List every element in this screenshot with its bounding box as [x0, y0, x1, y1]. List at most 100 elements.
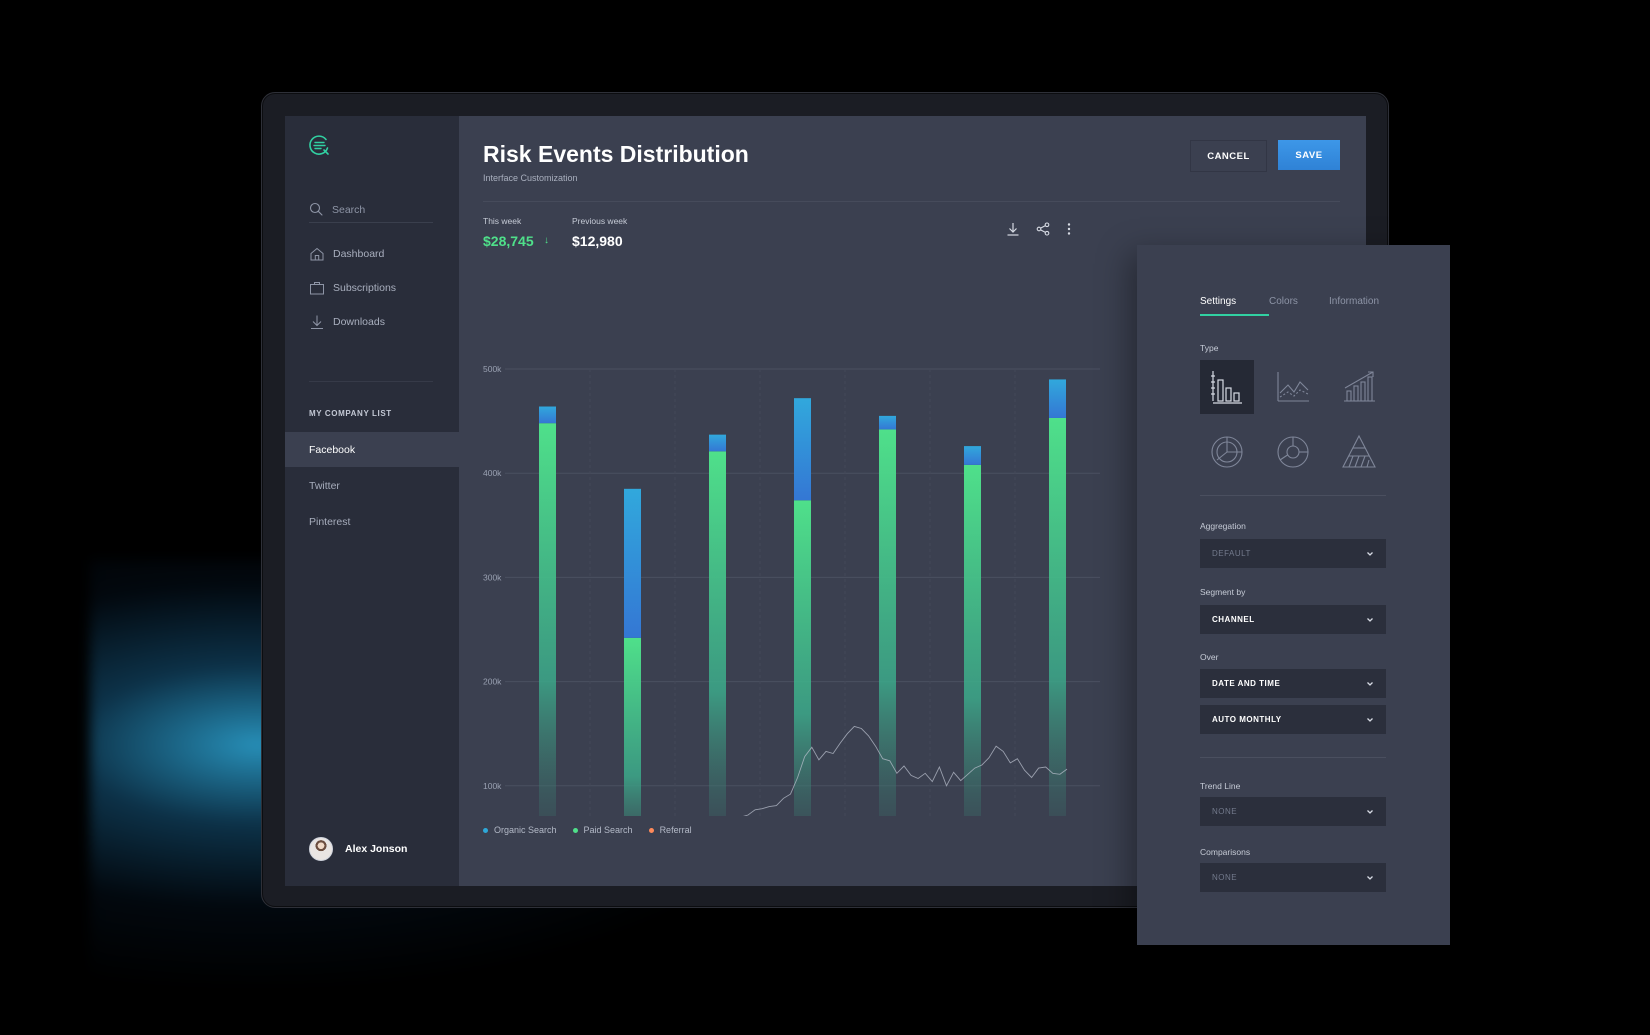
user-profile[interactable]: Alex Jonson	[309, 837, 407, 861]
bar-organic-search	[624, 488, 641, 638]
comparisons-label: Comparisons	[1200, 847, 1251, 857]
pie-chart-icon	[1211, 436, 1243, 468]
sidebar-divider	[309, 381, 433, 382]
y-tick-label: 300k	[483, 572, 502, 582]
nav-item-label: Subscriptions	[333, 282, 397, 294]
company-item-pinterest[interactable]: Pinterest	[309, 515, 351, 528]
over-value-date: DATE AND TIME	[1212, 679, 1281, 688]
panel-divider	[1200, 757, 1386, 758]
bar-organic-search	[1049, 379, 1066, 418]
trend-line	[743, 725, 1068, 816]
pyramid-chart-icon	[1342, 434, 1376, 468]
chevron-down-icon	[1367, 551, 1373, 556]
legend-dot	[572, 827, 578, 833]
bar-organic-search	[539, 406, 556, 424]
comparisons-value: NONE	[1212, 873, 1238, 882]
legend-dot	[648, 827, 654, 833]
bar-paid-search	[964, 464, 981, 816]
bar-organic-search	[879, 415, 896, 430]
legend-item-organic[interactable]: Organic Search	[483, 825, 557, 835]
sidebar: Dashboard Subscriptions Downloads MY COM…	[285, 116, 459, 886]
bar-chart-icon	[1211, 371, 1242, 404]
share-icon[interactable]	[1036, 222, 1050, 241]
bar-paid-search	[794, 500, 811, 816]
app-logo-icon[interactable]	[307, 133, 331, 162]
briefcase-icon	[310, 282, 324, 295]
comparisons-select[interactable]: NONE	[1200, 863, 1386, 892]
donut-chart-icon	[1277, 436, 1309, 468]
sidebar-search	[309, 201, 433, 223]
nav-item-label: Downloads	[333, 316, 385, 328]
chevron-down-icon	[1367, 617, 1373, 622]
bar-paid-search	[539, 423, 556, 816]
trend-chart-icon	[1344, 371, 1375, 402]
chevron-down-icon	[1367, 681, 1373, 686]
aggregation-label: Aggregation	[1200, 521, 1246, 531]
trend-down-icon: ↓	[544, 235, 549, 246]
chevron-down-icon	[1367, 809, 1373, 814]
save-button[interactable]: SAVE	[1278, 140, 1340, 170]
nav-item-subscriptions[interactable]: Subscriptions	[309, 278, 396, 298]
pyramid-chart-type-button[interactable]	[1332, 425, 1386, 479]
legend-item-paid[interactable]: Paid Search	[572, 825, 633, 835]
over-select-interval[interactable]: AUTO MONTHLY	[1200, 705, 1386, 734]
tab-colors[interactable]: Colors	[1269, 296, 1298, 307]
type-label: Type	[1200, 343, 1219, 353]
bar-paid-search	[709, 451, 726, 816]
pie-chart-type-button[interactable]	[1200, 425, 1254, 479]
company-list-heading: MY COMPANY LIST	[309, 409, 392, 418]
segment-value: CHANNEL	[1212, 615, 1255, 624]
bar-paid-search	[879, 429, 896, 816]
tab-settings[interactable]: Settings	[1200, 296, 1269, 316]
over-label: Over	[1200, 652, 1219, 662]
page-subtitle: Interface Customization	[483, 173, 578, 183]
nav-item-downloads[interactable]: Downloads	[309, 312, 385, 332]
this-week-label: This week	[483, 216, 522, 226]
nav-item-dashboard[interactable]: Dashboard	[309, 244, 384, 264]
settings-tabs: Settings Colors Information	[1200, 296, 1379, 316]
tab-information[interactable]: Information	[1329, 296, 1380, 307]
page-title: Risk Events Distribution	[483, 141, 749, 167]
donut-chart-type-button[interactable]	[1266, 425, 1320, 479]
risk-events-chart: 0100k200k300k400k500kSUNMONTUEWEDTHUFRIS…	[483, 364, 1100, 816]
aggregation-select[interactable]: DEFAULT	[1200, 539, 1386, 568]
download-chart-icon[interactable]	[1006, 222, 1020, 241]
over-select-date[interactable]: DATE AND TIME	[1200, 669, 1386, 698]
legend-label: Referral	[659, 825, 692, 835]
legend-dot	[483, 827, 488, 833]
search-input[interactable]	[332, 201, 432, 219]
segment-label: Segment by	[1200, 587, 1246, 597]
chart-legend: Organic Search Paid Search Referral	[483, 825, 692, 835]
y-tick-label: 400k	[483, 468, 502, 478]
trend-line-label: Trend Line	[1200, 781, 1241, 791]
trend-chart-type-button[interactable]	[1332, 360, 1386, 414]
chart-settings-panel: Settings Colors Information Type	[1137, 245, 1450, 945]
legend-item-referral[interactable]: Referral	[648, 825, 692, 835]
panel-divider	[1200, 495, 1386, 496]
company-item-facebook[interactable]: Facebook	[285, 432, 459, 467]
segment-select[interactable]: CHANNEL	[1200, 605, 1386, 634]
legend-label: Organic Search	[494, 825, 557, 835]
company-item-twitter[interactable]: Twitter	[309, 479, 340, 492]
y-tick-label: 100k	[483, 781, 502, 791]
aggregation-value: DEFAULT	[1212, 549, 1251, 558]
user-name: Alex Jonson	[345, 843, 408, 855]
bar-organic-search	[709, 434, 726, 452]
chevron-down-icon	[1367, 717, 1373, 722]
legend-label: Paid Search	[583, 825, 633, 835]
bar-paid-search	[624, 637, 641, 816]
bar-organic-search	[964, 446, 981, 465]
cancel-button[interactable]: CANCEL	[1190, 140, 1267, 172]
this-week-value: $28,745	[483, 233, 534, 249]
more-options-icon[interactable]	[1066, 222, 1072, 241]
line-chart-type-button[interactable]	[1266, 360, 1320, 414]
avatar	[309, 837, 333, 861]
bar-chart-type-button[interactable]	[1200, 360, 1254, 414]
chevron-down-icon	[1367, 875, 1373, 880]
bar-paid-search	[1049, 417, 1066, 816]
nav-item-label: Dashboard	[333, 248, 385, 260]
trend-line-value: NONE	[1212, 807, 1238, 816]
trend-line-select[interactable]: NONE	[1200, 797, 1386, 826]
over-value-interval: AUTO MONTHLY	[1212, 715, 1282, 724]
previous-week-label: Previous week	[572, 216, 628, 226]
